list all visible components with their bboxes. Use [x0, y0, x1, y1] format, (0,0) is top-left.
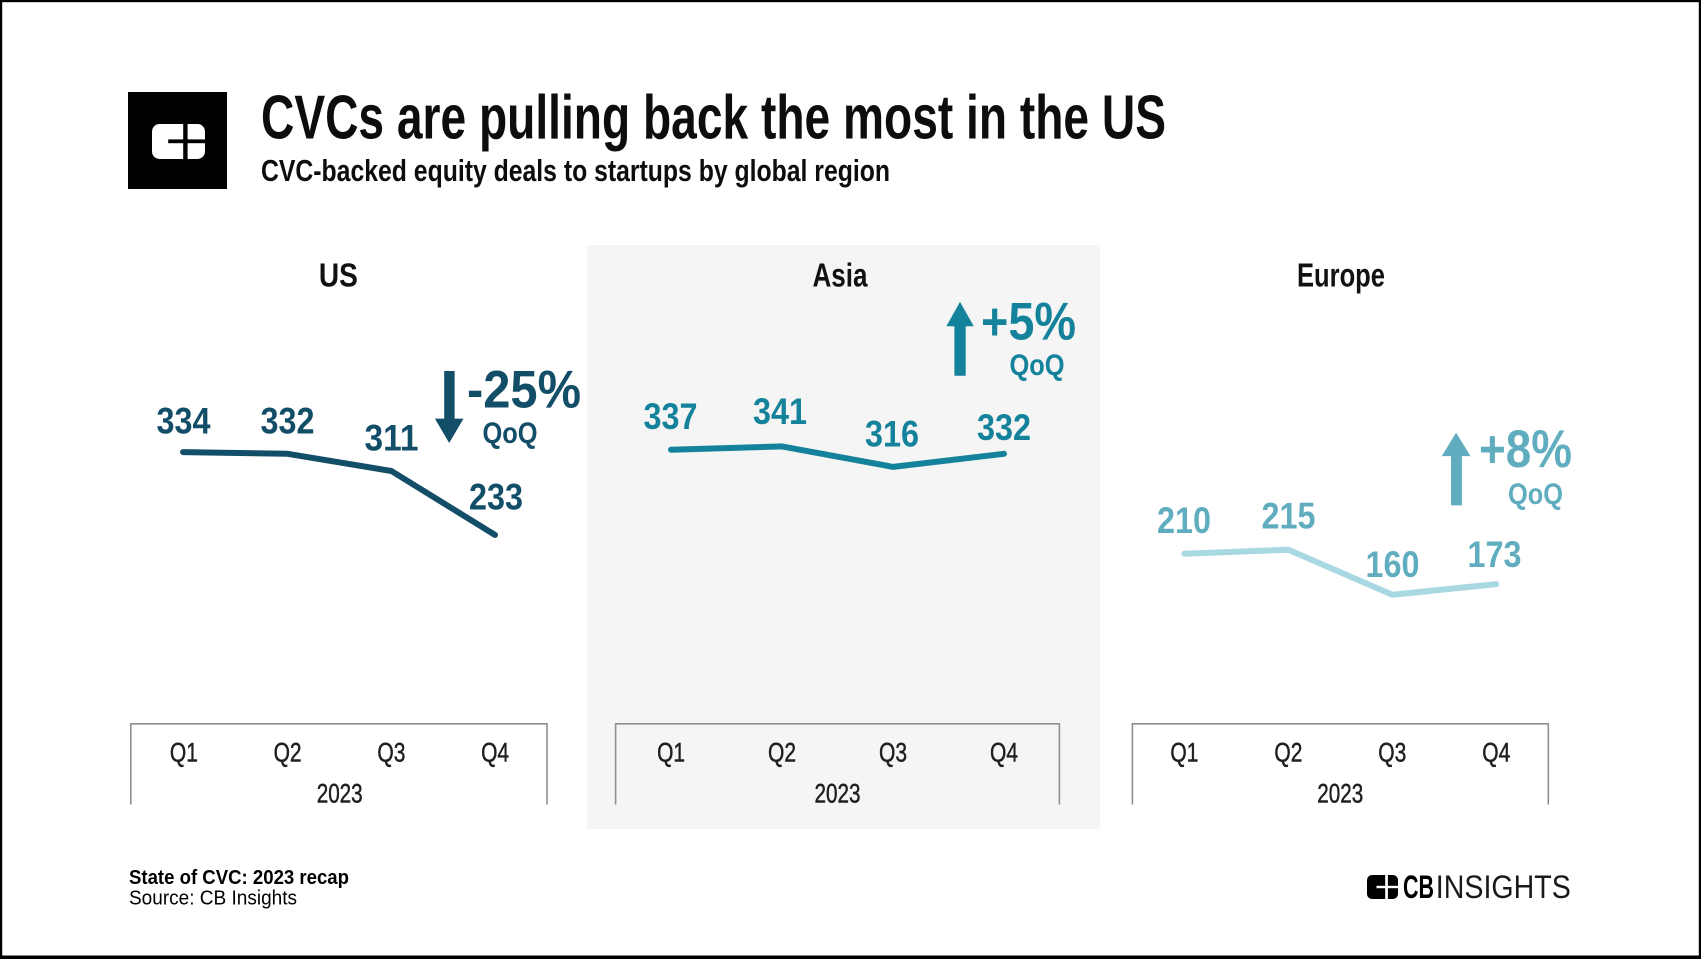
svg-text:Q2: Q2 — [274, 738, 302, 768]
svg-text:QoQ: QoQ — [1010, 349, 1065, 382]
svg-text:Q3: Q3 — [879, 738, 907, 768]
svg-text:332: 332 — [977, 407, 1031, 448]
svg-text:2023: 2023 — [317, 779, 363, 809]
svg-text:+5%: +5% — [981, 293, 1076, 352]
svg-text:Q1: Q1 — [170, 738, 198, 768]
svg-text:332: 332 — [261, 401, 315, 442]
svg-text:Q1: Q1 — [657, 738, 685, 768]
svg-text:US: US — [319, 257, 358, 294]
svg-text:Q2: Q2 — [1274, 738, 1302, 768]
svg-text:CB: CB — [1403, 869, 1434, 905]
svg-text:CVCs are pulling back the most: CVCs are pulling back the most in the US — [261, 84, 1166, 153]
svg-text:-25%: -25% — [467, 361, 581, 420]
svg-text:Europe: Europe — [1297, 257, 1385, 294]
svg-text:334: 334 — [157, 401, 211, 442]
svg-text:Q1: Q1 — [1170, 738, 1198, 768]
svg-text:2023: 2023 — [1317, 779, 1363, 809]
svg-text:CVC-backed equity deals to sta: CVC-backed equity deals to startups by g… — [261, 154, 890, 188]
svg-text:INSIGHTS: INSIGHTS — [1436, 869, 1571, 905]
svg-text:160: 160 — [1366, 544, 1420, 585]
svg-text:Q3: Q3 — [377, 738, 405, 768]
svg-text:Q2: Q2 — [768, 738, 796, 768]
svg-text:Source: CB Insights: Source: CB Insights — [129, 888, 297, 910]
svg-text:QoQ: QoQ — [1508, 478, 1563, 511]
svg-text:173: 173 — [1468, 534, 1522, 575]
svg-text:210: 210 — [1157, 500, 1211, 541]
svg-text:233: 233 — [469, 477, 523, 518]
svg-text:215: 215 — [1262, 496, 1316, 537]
svg-text:337: 337 — [644, 396, 698, 437]
svg-text:Asia: Asia — [813, 257, 869, 294]
svg-text:Q4: Q4 — [481, 738, 509, 768]
svg-text:Q4: Q4 — [1482, 738, 1510, 768]
svg-text:316: 316 — [865, 414, 919, 455]
svg-text:2023: 2023 — [815, 779, 861, 809]
svg-text:341: 341 — [753, 391, 807, 432]
svg-text:+8%: +8% — [1479, 420, 1572, 479]
svg-text:311: 311 — [365, 418, 419, 459]
svg-text:Q3: Q3 — [1378, 738, 1406, 768]
svg-text:Q4: Q4 — [990, 738, 1018, 768]
svg-text:State of CVC: 2023 recap: State of CVC: 2023 recap — [129, 867, 349, 889]
svg-text:QoQ: QoQ — [483, 417, 538, 450]
